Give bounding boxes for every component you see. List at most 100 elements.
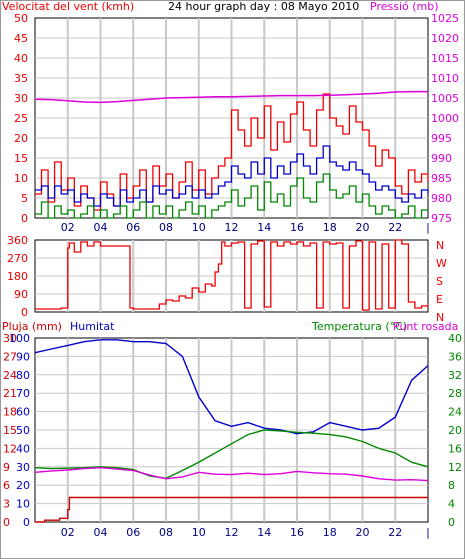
pressure-y-tick: 1025 — [431, 12, 459, 25]
dewpoint-title: Punt rosada — [393, 320, 458, 333]
thermo-x-tick: 14 — [257, 526, 271, 539]
temp-y-tick: 28 — [448, 387, 462, 400]
humidity-y-tick: 80 — [16, 369, 30, 382]
rain-y-tick: 30 — [3, 332, 17, 345]
rain-title: Pluja (mm) — [2, 320, 62, 333]
humidity-y-tick: 0 — [23, 516, 30, 529]
wind-y-tick: 0 — [21, 212, 28, 225]
dir-y-tick: 360 — [7, 234, 28, 247]
humidity-y-tick: 100 — [9, 332, 30, 345]
thermo-x-tick: 02 — [61, 526, 75, 539]
wind-x-tick: 18 — [323, 221, 337, 234]
wind-y-tick: 30 — [14, 92, 28, 105]
temperature-title: Temperatura (°C) — [311, 320, 407, 333]
dir-y-tick: 270 — [7, 252, 28, 265]
wind-series-avg — [35, 145, 429, 207]
pressure-y-tick: 990 — [431, 152, 452, 165]
humidity-title: Humitat — [70, 320, 115, 333]
wind-y-tick: 25 — [14, 112, 28, 125]
temp-y-tick: 0 — [448, 516, 455, 529]
dir-compass-label: W — [436, 257, 447, 270]
wind-x-tick: 14 — [257, 221, 271, 234]
thermo-x-tick: 18 — [323, 526, 337, 539]
thermo-x-tick: 04 — [94, 526, 108, 539]
humidity-y-tick: 30 — [16, 461, 30, 474]
dir-y-tick: 90 — [14, 288, 28, 301]
rain-y-tick: 24 — [3, 369, 17, 382]
pressure-y-tick: 995 — [431, 132, 452, 145]
temp-y-tick: 40 — [448, 332, 462, 345]
pressure-y-tick: 975 — [431, 212, 452, 225]
dir-compass-label: N — [436, 311, 444, 324]
graph-day-title: 24 hour graph day : 08 Mayo 2010 — [168, 0, 359, 13]
thermo-series-rain — [35, 496, 428, 523]
wind-x-end: | — [426, 221, 430, 234]
thermo-x-tick: 08 — [159, 526, 173, 539]
rain-y-tick: 3 — [3, 498, 10, 511]
temp-y-tick: 32 — [448, 369, 462, 382]
humidity-y-tick: 60 — [16, 406, 30, 419]
thermo-series-humidity — [34, 339, 429, 435]
wind-series-min — [35, 173, 428, 219]
thermo-x-tick: 22 — [388, 526, 402, 539]
wind-y-tick: 40 — [14, 52, 28, 65]
temp-y-tick: 24 — [448, 406, 462, 419]
wind-x-tick: 08 — [159, 221, 173, 234]
humidity-y-tick: 10 — [16, 498, 30, 511]
wind-y-tick: 50 — [14, 12, 28, 25]
dir-y-tick: 0 — [21, 306, 28, 319]
rain-y-tick: 18 — [3, 406, 17, 419]
pressure-y-tick: 1010 — [431, 72, 459, 85]
thermo-x-end: | — [426, 526, 430, 539]
temp-y-tick: 4 — [448, 498, 455, 511]
wind-x-tick: 06 — [126, 221, 140, 234]
dir-series — [35, 239, 429, 311]
humidity-y-tick: 50 — [16, 424, 30, 437]
rain-y-tick: 27 — [3, 350, 17, 363]
rain-y-tick: 0 — [3, 516, 10, 529]
dir-compass-label: E — [436, 293, 443, 306]
temp-y-tick: 8 — [448, 479, 455, 492]
temp-y-tick: 16 — [448, 442, 462, 455]
wind-y-tick: 5 — [21, 192, 28, 205]
wind-y-tick: 20 — [14, 132, 28, 145]
wind-x-tick: 20 — [356, 221, 370, 234]
humidity-y-tick: 90 — [16, 350, 30, 363]
pressure-y-tick: 1005 — [431, 92, 459, 105]
temp-y-tick: 12 — [448, 461, 462, 474]
rain-y-tick: 12 — [3, 442, 17, 455]
wind-y-tick: 10 — [14, 172, 28, 185]
thermo-x-tick: 10 — [192, 526, 206, 539]
wind-x-tick: 12 — [225, 221, 239, 234]
humidity-y-tick: 20 — [16, 479, 30, 492]
pressure-title: Pressió (mb) — [370, 0, 439, 13]
rain-y-tick: 15 — [3, 424, 17, 437]
dir-compass-label: S — [436, 275, 443, 288]
wind-x-tick: 02 — [61, 221, 75, 234]
wind-series-speed — [35, 93, 429, 211]
wind-speed-title: Velocitat del vent (kmh) — [2, 0, 134, 13]
dir-y-tick: 180 — [7, 270, 28, 283]
dir-compass-label: N — [436, 239, 444, 252]
thermo-x-tick: 20 — [356, 526, 370, 539]
pressure-y-tick: 1015 — [431, 52, 459, 65]
wind-x-tick: 22 — [388, 221, 402, 234]
rain-y-tick: 21 — [3, 387, 17, 400]
wind-x-tick: 04 — [94, 221, 108, 234]
wind-y-tick: 35 — [14, 72, 28, 85]
temp-y-tick: 36 — [448, 350, 462, 363]
pressure-y-tick: 985 — [431, 172, 452, 185]
thermo-x-tick: 12 — [225, 526, 239, 539]
thermo-series-dewpoint — [34, 466, 429, 482]
temp-y-tick: 20 — [448, 424, 462, 437]
wind-x-tick: 10 — [192, 221, 206, 234]
wind-series-pressure — [34, 90, 428, 104]
wind-y-tick: 45 — [14, 32, 28, 45]
pressure-y-tick: 1020 — [431, 32, 459, 45]
rain-y-tick: 6 — [3, 479, 10, 492]
wind-y-tick: 15 — [14, 152, 28, 165]
wind-x-tick: 16 — [290, 221, 304, 234]
